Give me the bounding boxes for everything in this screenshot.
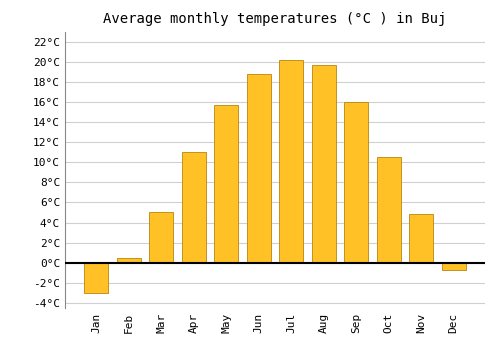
- Bar: [442, 263, 466, 270]
- Bar: [182, 152, 206, 263]
- Bar: [84, 263, 108, 293]
- Bar: [116, 258, 141, 263]
- Bar: [149, 212, 174, 263]
- Bar: [214, 105, 238, 263]
- Bar: [312, 65, 336, 263]
- Bar: [279, 60, 303, 263]
- Title: Average monthly temperatures (°C ) in Buj: Average monthly temperatures (°C ) in Bu…: [104, 12, 446, 26]
- Bar: [246, 74, 271, 263]
- Bar: [344, 102, 368, 263]
- Bar: [409, 215, 434, 263]
- Bar: [376, 157, 401, 263]
